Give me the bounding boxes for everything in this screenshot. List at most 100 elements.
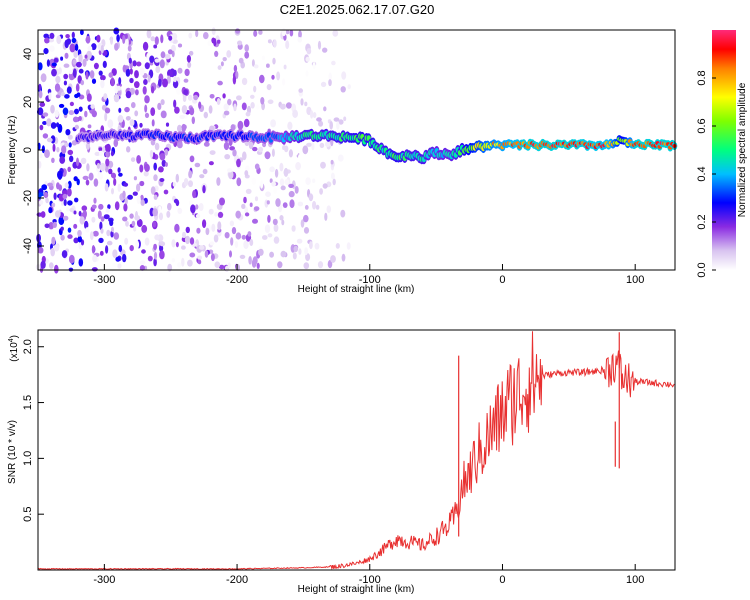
x-tick-label: 0 [499,274,505,286]
colorbar-tick-label: 0.6 [696,118,708,133]
spectrogram-noise-cell [74,93,79,99]
spectrogram-noise-cell [288,149,293,158]
spectrogram-noise-cell [158,166,164,173]
spectrogram-noise-cell [127,194,133,200]
spectrogram-noise-cell [285,102,292,109]
spectrogram-noise-cell [319,188,323,195]
spectrogram-noise-cell [136,155,142,164]
spectrogram-noise-cell [154,58,160,63]
spectrogram-noise-cell [143,79,148,85]
spectrogram-noise-cell [153,44,158,49]
spectrogram-noise-cell [48,207,53,214]
spectrogram-noise-cell [106,240,113,246]
spectrogram-noise-cell [125,90,132,99]
spectrogram-noise-cell [189,155,195,163]
spectrogram-noise-cell [52,143,56,152]
x-tick-label: 100 [626,274,644,286]
spectrogram-noise-cell [229,250,232,258]
spectrogram-noise-cell [184,68,190,77]
spectrogram-noise-cell [312,178,316,184]
spectrogram-noise-cell [187,259,193,267]
spectrogram-noise-cell [271,148,275,157]
spectrogram-noise-cell [159,250,165,260]
spectrogram-noise-cell [136,61,142,67]
spectrogram-noise-cell [58,103,65,108]
spectrogram-noise-cell [104,183,109,192]
x-tick-label: -200 [226,574,248,586]
spectrogram-noise-cell [64,182,69,188]
spectrogram-noise-cell [37,62,43,71]
y-tick-label: 0 [22,147,34,153]
spectrogram-noise-cell [112,249,118,258]
spectrogram-noise-cell [285,29,290,35]
spectrogram-noise-cell [182,231,186,239]
spectrogram-noise-cell [67,180,72,189]
spectrogram-noise-cell [123,203,128,212]
spectrogram-noise-cell [58,67,62,75]
spectrogram-noise-cell [110,150,114,157]
spectrogram-noise-cell [117,91,122,96]
y-tick-label: 2.0 [22,339,34,354]
spectrogram-noise-cell [185,226,190,234]
spectrogram-noise-cell [124,197,128,205]
spectrogram-noise-cell [282,202,288,209]
spectrogram-noise-cell [252,218,258,224]
spectrogram-noise-cell [314,242,320,250]
spectrogram-noise-cell [312,112,317,118]
spectrogram-noise-cell [142,41,149,51]
spectrogram-noise-cell [71,31,75,39]
spectrogram-noise-cell [273,224,279,232]
spectrogram-noise-cell [129,77,134,84]
spectrogram-noise-cell [305,177,311,186]
spectrogram-noise-cell [199,174,205,179]
spectrogram-noise-cell [74,124,80,130]
spectrogram-noise-cell [202,168,208,175]
spectrogram-noise-cell [117,167,121,173]
spectrogram-noise-cell [281,28,287,37]
spectrogram-noise-cell [166,210,171,218]
spectrogram-noise-cell [54,109,59,118]
spectrogram-noise-cell [142,86,147,95]
spectrogram-noise-cell [251,59,255,67]
spectrogram-noise-cell [316,117,322,122]
spectrogram-noise-cell [118,244,123,253]
spectrogram-noise-cell [52,221,57,228]
spectrogram-noise-cell [136,195,141,205]
spectrogram-noise-cell [177,262,182,268]
spectrogram-noise-cell [139,180,145,187]
spectrogram-noise-cell [86,93,92,102]
spectrogram-noise-cell [38,90,43,99]
spectrogram-noise-cell [195,204,199,210]
spectrogram-noise-cell [50,122,57,129]
spectrogram-noise-cell [65,129,71,136]
spectrogram-noise-cell [292,109,298,119]
spectrogram-noise-cell [235,210,241,219]
spectrogram-noise-cell [159,178,165,182]
spectrogram-noise-cell [209,94,215,99]
spectrogram-noise-cell [341,71,347,80]
spectrogram-noise-cell [288,183,294,188]
spectrogram-noise-cell [80,239,85,246]
spectrogram-noise-cell [99,250,104,256]
spectrogram-noise-cell [77,235,83,243]
spectrogram-noise-cell [79,216,85,225]
spectrogram-noise-cell [104,107,111,114]
spectrogram-noise-cell [86,163,90,172]
spectrogram-noise-cell [272,57,276,65]
spectrogram-noise-cell [203,31,209,40]
spectrogram-noise-cell [124,237,129,245]
spectrogram-noise-cell [296,238,303,244]
spectrogram-noise-cell [231,227,237,235]
spectrogram-noise-cell [49,262,54,269]
spectrogram-noise-cell [68,142,72,148]
spectrogram-noise-cell [129,213,134,219]
spectrogram-noise-cell [115,256,121,262]
spectrogram-noise-cell [106,229,111,237]
spectrogram-noise-cell [224,154,231,160]
spectrogram-noise-cell [45,197,49,204]
spectrogram-noise-cell [113,27,120,35]
spectrogram-noise-cell [104,112,108,122]
spectrogram-noise-cell [165,122,170,127]
spectrogram-noise-cell [284,145,289,153]
spectrogram-noise-cell [54,83,61,92]
